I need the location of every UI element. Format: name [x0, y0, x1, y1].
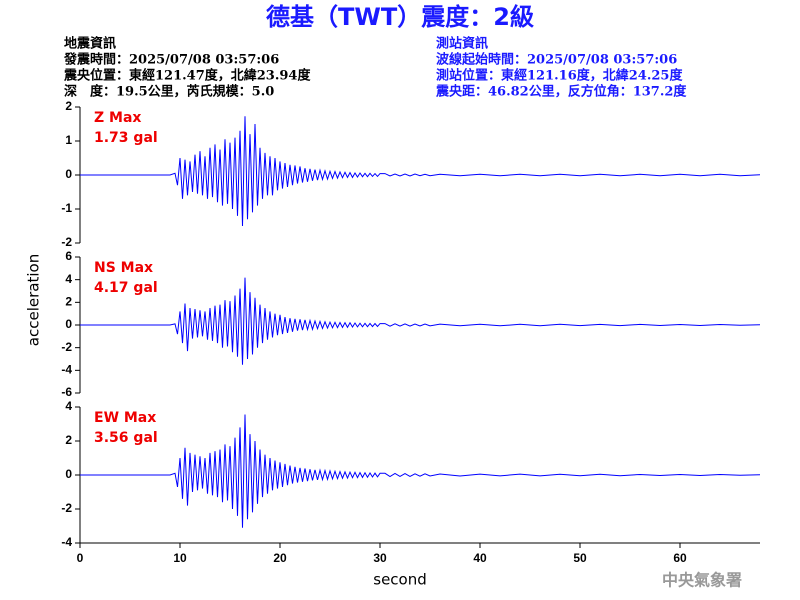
info-right: 波線起始時間：2025/07/08 03:57:06	[436, 52, 677, 68]
panel-name: EW Max	[94, 410, 156, 426]
y-axis-label: acceleration	[25, 254, 43, 346]
x-tick-label: 0	[77, 551, 84, 565]
x-tick-label: 40	[473, 551, 487, 565]
info-left: 深 度：19.5公里，芮氏規模：5.0	[64, 84, 274, 100]
y-tick-label: 6	[65, 249, 72, 263]
y-tick-label: -4	[61, 363, 72, 377]
trace	[80, 414, 761, 528]
title: 德基（TWT）震度：2級	[266, 3, 534, 31]
y-tick-label: -2	[61, 235, 72, 249]
y-tick-label: 4	[65, 399, 72, 413]
y-tick-label: 0	[65, 167, 72, 181]
y-tick-label: -2	[61, 501, 72, 515]
x-tick-label: 30	[373, 551, 387, 565]
y-tick-label: 4	[65, 272, 72, 286]
info-right: 測站資訊	[436, 36, 488, 52]
y-tick-label: 2	[65, 295, 72, 309]
trace	[80, 277, 761, 365]
x-tick-label: 10	[173, 551, 187, 565]
y-tick-label: 1	[65, 133, 72, 147]
panel-annotation: 1.73 gal	[94, 130, 158, 146]
y-tick-label: -4	[61, 535, 72, 549]
y-tick-label: -2	[61, 340, 72, 354]
info-right: 測站位置：東經121.16度，北緯24.25度	[436, 68, 683, 84]
trace	[80, 116, 761, 227]
panel-annotation: 3.56 gal	[94, 430, 158, 446]
x-tick-label: 50	[573, 551, 587, 565]
panel-name: NS Max	[94, 260, 153, 276]
info-left: 發震時間：2025/07/08 03:57:06	[63, 52, 279, 68]
x-tick-label: 20	[273, 551, 287, 565]
info-left: 震央位置：東經121.47度，北緯23.94度	[63, 68, 311, 84]
footer: 中央氣象署	[662, 571, 742, 590]
panel-annotation: 4.17 gal	[94, 280, 158, 296]
x-tick-label: 60	[673, 551, 687, 565]
y-tick-label: 0	[65, 317, 72, 331]
info-right: 震央距：46.82公里，反方位角：137.2度	[435, 84, 687, 100]
y-tick-label: 2	[65, 433, 72, 447]
y-tick-label: 0	[65, 467, 72, 481]
panel-name: Z Max	[94, 110, 141, 126]
y-tick-label: -6	[61, 385, 72, 399]
y-tick-label: 2	[65, 99, 72, 113]
x-axis-label: second	[373, 571, 427, 589]
y-tick-label: -1	[61, 201, 72, 215]
info-left: 地震資訊	[64, 36, 116, 52]
